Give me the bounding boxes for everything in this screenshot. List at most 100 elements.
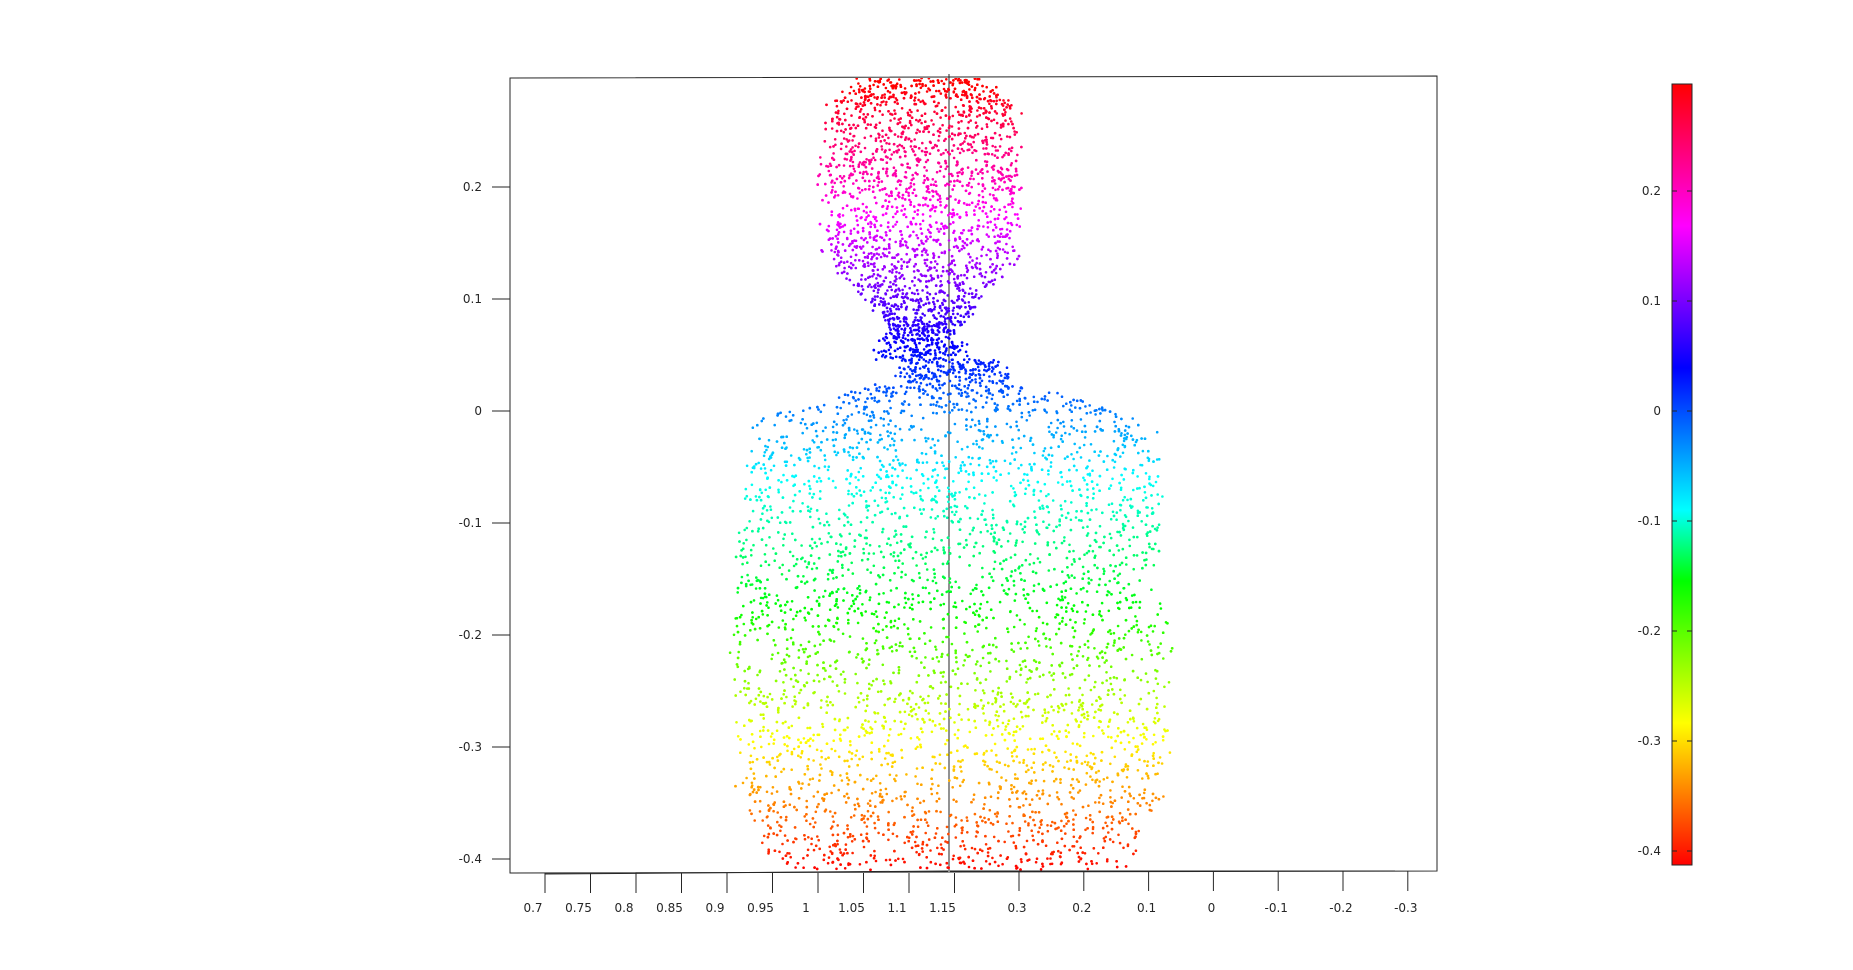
scatter-point (1105, 679, 1108, 682)
scatter-point (983, 816, 986, 820)
scatter-point (850, 561, 853, 565)
scatter-point (1069, 518, 1073, 522)
scatter-point (918, 367, 922, 370)
scatter-point (917, 374, 920, 377)
scatter-point (932, 254, 936, 257)
scatter-point (958, 702, 961, 706)
scatter-point (885, 332, 888, 336)
scatter-point (1014, 451, 1018, 454)
scatter-point (759, 700, 762, 703)
scatter-point (801, 431, 804, 435)
scatter-point (923, 329, 927, 332)
scatter-point (1062, 404, 1065, 408)
scatter-point (996, 252, 999, 255)
scatter-point (812, 759, 815, 762)
scatter-point (1107, 503, 1111, 507)
scatter-point (904, 215, 908, 219)
scatter-point (897, 566, 900, 569)
scatter-point (1001, 862, 1004, 866)
scatter-point (981, 656, 985, 660)
scatter-point (973, 847, 977, 851)
scatter-point (923, 314, 926, 317)
scatter-point (862, 209, 866, 213)
scatter-point (875, 389, 878, 392)
scatter-point (842, 164, 846, 167)
scatter-point (868, 184, 871, 188)
scatter-point (841, 191, 845, 195)
scatter-point (976, 704, 980, 708)
scatter-point (1057, 849, 1060, 853)
scatter-point (894, 559, 897, 563)
scatter-point (905, 292, 909, 295)
scatter-point (837, 396, 841, 399)
scatter-point (934, 832, 938, 835)
scatter-point (1055, 791, 1059, 794)
scatter-point (945, 347, 948, 350)
scatter-point (921, 213, 925, 216)
scatter-point (998, 389, 1001, 393)
scatter-point (750, 449, 753, 453)
scatter-point (842, 175, 846, 178)
scatter-point (863, 734, 866, 737)
scatter-point (958, 151, 962, 155)
scatter-point (1130, 653, 1134, 657)
scatter-point (948, 577, 952, 580)
scatter-point (1059, 437, 1063, 441)
scatter-point (1059, 504, 1063, 507)
scatter-point (991, 186, 995, 190)
scatter-point (1030, 798, 1034, 801)
scatter-point (888, 858, 892, 862)
scatter-point (808, 492, 811, 495)
scatter-point (801, 648, 805, 651)
scatter-point (920, 661, 923, 664)
scatter-point (897, 603, 900, 606)
scatter-point (944, 106, 947, 109)
scatter-point (779, 829, 782, 833)
scatter-point (802, 409, 805, 413)
scatter-point (871, 245, 874, 249)
scatter-point (766, 815, 769, 818)
scatter-point (980, 254, 983, 258)
scatter-point (761, 596, 765, 600)
scatter-point (785, 815, 788, 819)
scatter-point (913, 840, 917, 844)
scatter-point (920, 239, 923, 243)
scatter-point (984, 494, 987, 497)
scatter-point (1078, 706, 1081, 709)
scatter-point (996, 796, 1000, 800)
scatter-point (909, 737, 913, 740)
scatter-point (882, 592, 885, 595)
scatter-point (850, 757, 853, 761)
scatter-point (972, 275, 976, 279)
scatter-point (911, 148, 914, 151)
scatter-point (883, 446, 886, 449)
scatter-point (1098, 704, 1102, 708)
scatter-point (852, 283, 856, 287)
scatter-point (916, 825, 920, 828)
scatter-point (832, 430, 835, 434)
scatter-point (1079, 418, 1083, 421)
scatter-point (962, 149, 965, 153)
scatter-point (911, 191, 915, 195)
scatter-point (1060, 475, 1063, 479)
scatter-point (869, 489, 872, 492)
scatter-point (985, 233, 989, 236)
scatter-point (962, 358, 966, 362)
scatter-point (1062, 581, 1066, 585)
scatter-point (1015, 223, 1019, 227)
scatter-point (926, 701, 930, 705)
scatter-point (913, 438, 916, 442)
scatter-point (936, 227, 939, 231)
scatter-point (976, 365, 980, 369)
scatter-point (739, 751, 742, 754)
scatter-point (888, 148, 891, 152)
scatter-point (1111, 840, 1115, 844)
scatter-point (992, 197, 996, 200)
scatter-point (927, 78, 931, 80)
scatter-point (965, 276, 969, 280)
scatter-point (857, 478, 860, 482)
scatter-point (859, 102, 862, 105)
scatter-point (1143, 491, 1147, 494)
scatter-point (863, 814, 866, 818)
scatter-point (932, 123, 935, 126)
